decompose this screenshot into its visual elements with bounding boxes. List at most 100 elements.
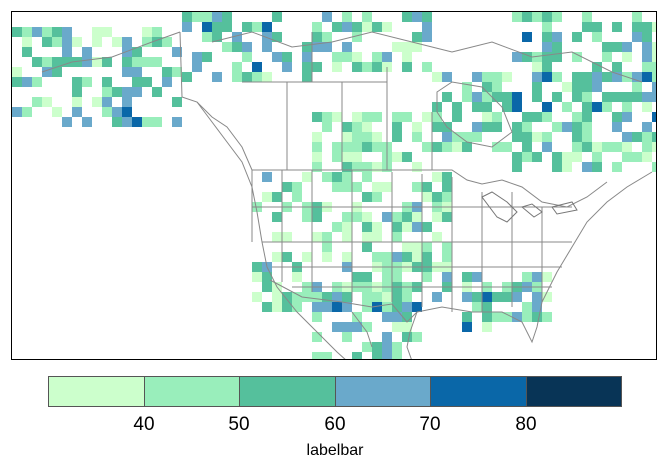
data-cell bbox=[372, 342, 382, 352]
data-cell bbox=[22, 47, 32, 57]
data-cell bbox=[402, 152, 412, 162]
data-cell bbox=[552, 162, 562, 172]
data-cell bbox=[52, 27, 62, 37]
data-cell bbox=[342, 172, 352, 182]
data-cell bbox=[382, 312, 392, 322]
data-cell bbox=[322, 252, 332, 262]
data-cell bbox=[342, 332, 352, 342]
data-cell bbox=[532, 72, 542, 82]
data-cell bbox=[262, 42, 272, 52]
data-cell bbox=[312, 332, 322, 342]
data-cell bbox=[322, 302, 332, 312]
data-cell bbox=[532, 82, 542, 92]
data-cell bbox=[472, 72, 482, 82]
data-cell bbox=[362, 142, 372, 152]
data-cell bbox=[612, 62, 622, 72]
data-cell bbox=[332, 112, 342, 122]
data-cell bbox=[652, 42, 656, 52]
data-cell bbox=[492, 92, 502, 102]
data-cell bbox=[642, 72, 652, 82]
data-cell bbox=[642, 42, 652, 52]
data-cell bbox=[292, 292, 302, 302]
data-cell bbox=[312, 42, 322, 52]
data-cell bbox=[372, 142, 382, 152]
data-cell bbox=[312, 302, 322, 312]
data-cell bbox=[482, 322, 492, 332]
data-cell bbox=[352, 352, 362, 359]
data-cell bbox=[262, 302, 272, 312]
data-cell bbox=[222, 12, 232, 22]
data-cell bbox=[352, 312, 362, 322]
data-cell bbox=[302, 212, 312, 222]
data-cell bbox=[642, 52, 652, 62]
data-cell bbox=[372, 352, 382, 359]
data-cell bbox=[342, 22, 352, 32]
data-cell bbox=[582, 102, 592, 112]
data-cell bbox=[572, 72, 582, 82]
data-cell bbox=[212, 22, 222, 32]
data-cell bbox=[352, 32, 362, 42]
data-cell bbox=[392, 322, 402, 332]
data-cell bbox=[332, 302, 342, 312]
data-cell bbox=[72, 87, 82, 97]
data-cell bbox=[432, 172, 442, 182]
data-cell bbox=[632, 132, 642, 142]
data-cell bbox=[242, 42, 252, 52]
data-cell bbox=[142, 57, 152, 67]
data-cell bbox=[392, 232, 402, 242]
data-cell bbox=[302, 52, 312, 62]
data-cell bbox=[582, 22, 592, 32]
data-cell bbox=[512, 12, 522, 22]
data-cell bbox=[212, 32, 222, 42]
data-cell bbox=[272, 292, 282, 302]
data-cell bbox=[122, 117, 132, 127]
data-cell bbox=[422, 12, 432, 22]
data-cell bbox=[402, 242, 412, 252]
data-cell bbox=[532, 152, 542, 162]
data-cell bbox=[162, 67, 172, 77]
data-cell bbox=[92, 97, 102, 107]
east-coast bbox=[416, 171, 653, 344]
boundary-lines bbox=[41, 31, 653, 359]
data-cell bbox=[302, 62, 312, 72]
data-cell bbox=[182, 22, 192, 32]
data-cell bbox=[432, 142, 442, 152]
data-cell bbox=[392, 212, 402, 222]
data-cell bbox=[592, 62, 602, 72]
data-cell bbox=[372, 182, 382, 192]
labelbar-tick-40: 40 bbox=[133, 414, 155, 435]
data-cell bbox=[102, 57, 112, 67]
data-cell bbox=[412, 162, 422, 172]
data-cell bbox=[632, 32, 642, 42]
data-cell bbox=[262, 272, 272, 282]
data-cell bbox=[312, 152, 322, 162]
data-cell bbox=[602, 42, 612, 52]
data-cell bbox=[622, 102, 632, 112]
data-cell bbox=[202, 32, 212, 42]
data-cell bbox=[472, 302, 482, 312]
labelbar-tick-50: 50 bbox=[228, 414, 250, 435]
data-cell bbox=[572, 32, 582, 42]
data-cell bbox=[552, 52, 562, 62]
data-cell bbox=[142, 117, 152, 127]
data-cell bbox=[392, 312, 402, 322]
data-cell bbox=[462, 322, 472, 332]
data-cell bbox=[412, 252, 422, 262]
data-cell bbox=[652, 72, 656, 82]
data-cell bbox=[402, 252, 412, 262]
data-cell bbox=[312, 32, 322, 42]
data-cell bbox=[202, 52, 212, 62]
data-cell bbox=[402, 222, 412, 232]
data-cell bbox=[322, 122, 332, 132]
data-cell bbox=[12, 67, 22, 77]
data-cell bbox=[412, 242, 422, 252]
data-cell bbox=[492, 122, 502, 132]
data-cell bbox=[372, 192, 382, 202]
data-cell bbox=[332, 222, 342, 232]
data-cell bbox=[42, 67, 52, 77]
data-cell bbox=[342, 42, 352, 52]
data-cell bbox=[242, 22, 252, 32]
data-cell bbox=[282, 292, 292, 302]
map-panel bbox=[11, 11, 657, 360]
data-cell bbox=[202, 12, 212, 22]
